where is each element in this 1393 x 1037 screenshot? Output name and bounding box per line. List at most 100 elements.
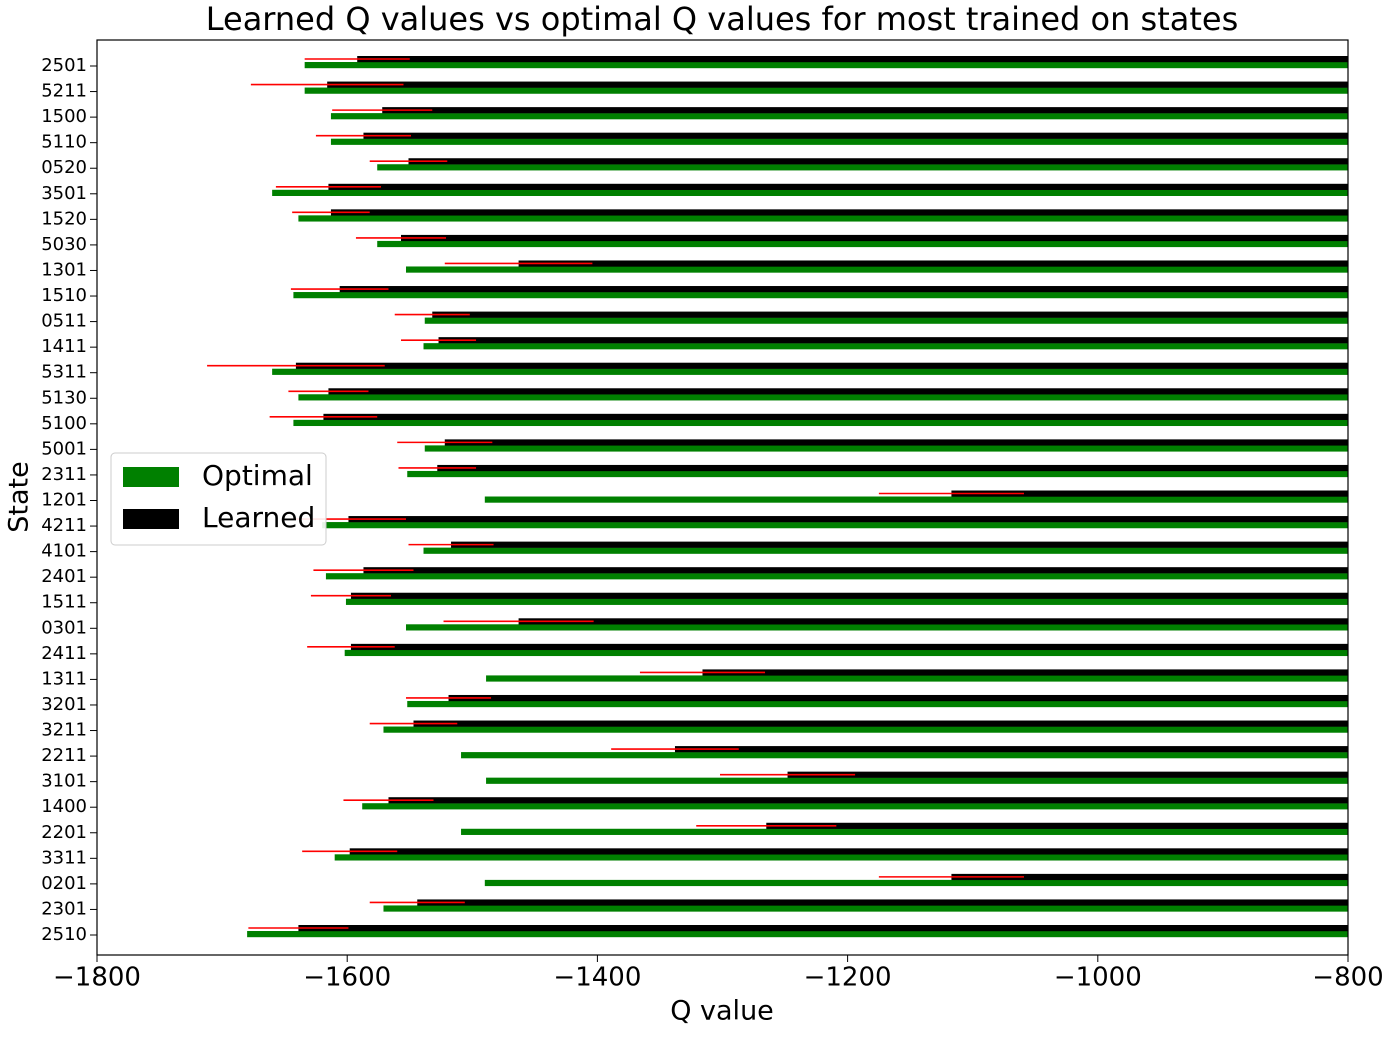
- bar: [325, 573, 1348, 580]
- bar: [405, 624, 1348, 631]
- y-tick-label: 1400: [41, 796, 87, 817]
- bar: [486, 675, 1348, 682]
- bar: [327, 81, 1348, 88]
- y-axis-label: State: [4, 461, 35, 532]
- plot-frame: [96, 39, 1349, 956]
- bar: [330, 138, 1348, 145]
- bar: [451, 541, 1348, 548]
- legend-swatch: [123, 467, 179, 487]
- bar: [407, 470, 1348, 478]
- bar: [272, 189, 1348, 196]
- bar: [339, 286, 1348, 293]
- bar: [298, 394, 1348, 401]
- bar: [295, 362, 1348, 369]
- y-tick-label: 1510: [41, 285, 87, 306]
- bar: [413, 720, 1348, 727]
- x-tick-label: −1400: [553, 963, 641, 993]
- bar: [304, 87, 1348, 94]
- bar: [423, 343, 1348, 350]
- bar: [787, 771, 1348, 778]
- y-tick-label: 0511: [41, 311, 87, 332]
- bar: [486, 777, 1348, 784]
- y-tick-label: 5110: [41, 132, 87, 153]
- y-tick-label: 0520: [41, 157, 87, 178]
- y-tick-label: 5311: [41, 362, 87, 383]
- y-tick-label: 1201: [41, 490, 87, 511]
- bar: [518, 260, 1348, 267]
- y-tick-label: 5030: [41, 234, 87, 255]
- x-tick-label: −1600: [303, 963, 391, 993]
- legend-swatch: [123, 509, 179, 529]
- y-tick-label: 3501: [41, 183, 87, 204]
- bar: [345, 598, 1348, 605]
- y-tick-label: 5001: [41, 438, 87, 459]
- bar: [322, 522, 1348, 529]
- bar: [382, 107, 1348, 114]
- legend-label: Learned: [202, 501, 315, 534]
- bar: [407, 700, 1348, 708]
- bar: [432, 311, 1348, 318]
- bar: [951, 490, 1348, 497]
- y-tick-label: 2211: [41, 745, 87, 766]
- bar: [298, 215, 1348, 222]
- y-tick-label: 5100: [41, 413, 87, 434]
- bar: [357, 56, 1348, 63]
- bar: [484, 496, 1348, 503]
- bar: [951, 873, 1348, 881]
- chart-title: Learned Q values vs optimal Q values for…: [206, 0, 1239, 38]
- bar: [408, 158, 1348, 165]
- y-tick-label: 5130: [41, 387, 87, 408]
- y-tick-label: 4101: [41, 541, 87, 562]
- y-tick-label: 2201: [41, 822, 87, 843]
- bar: [405, 266, 1348, 273]
- x-tick-label: −800: [1312, 963, 1383, 993]
- bar: [423, 547, 1348, 554]
- bar: [388, 797, 1348, 804]
- bar: [362, 803, 1348, 810]
- bar: [330, 209, 1348, 216]
- bar: [484, 879, 1348, 887]
- bar: [363, 567, 1348, 574]
- legend-label: Optimal: [202, 459, 313, 492]
- bar: [293, 419, 1348, 427]
- bar: [350, 643, 1348, 651]
- y-tick-label: 2401: [41, 566, 87, 587]
- y-tick-label: 1311: [41, 668, 87, 689]
- bar: [383, 726, 1348, 733]
- bar: [674, 746, 1348, 753]
- x-axis-label: Q value: [670, 996, 774, 1027]
- bar: [350, 592, 1348, 599]
- bar: [363, 132, 1348, 139]
- y-tick-label: 2510: [41, 924, 87, 945]
- y-tick-label: 1500: [41, 106, 87, 127]
- y-tick-label: 3211: [41, 720, 87, 741]
- bar: [247, 931, 1348, 938]
- y-tick-label: 2301: [41, 898, 87, 919]
- y-tick-label: 1411: [41, 336, 87, 357]
- bar: [348, 516, 1348, 523]
- bar: [328, 183, 1348, 190]
- bar: [438, 337, 1348, 344]
- bar: [349, 848, 1348, 855]
- y-tick-label: 0201: [41, 873, 87, 894]
- bar: [518, 618, 1348, 625]
- legend: Optimal Learned: [110, 452, 327, 546]
- y-tick-label: 1511: [41, 592, 87, 613]
- bar: [444, 439, 1348, 446]
- bar: [702, 669, 1348, 676]
- bar: [272, 368, 1348, 375]
- y-tick-label: 5211: [41, 81, 87, 102]
- bar: [323, 413, 1348, 421]
- bar: [424, 445, 1348, 452]
- bar: [461, 828, 1348, 835]
- x-tick-label: −1000: [1054, 963, 1142, 993]
- bar: [304, 62, 1348, 69]
- y-tick-label: 4211: [41, 515, 87, 536]
- bar: [293, 292, 1348, 299]
- bar: [424, 317, 1348, 324]
- y-tick-label: 2501: [41, 55, 87, 76]
- bar: [298, 925, 1348, 932]
- y-tick-label: 1520: [41, 208, 87, 229]
